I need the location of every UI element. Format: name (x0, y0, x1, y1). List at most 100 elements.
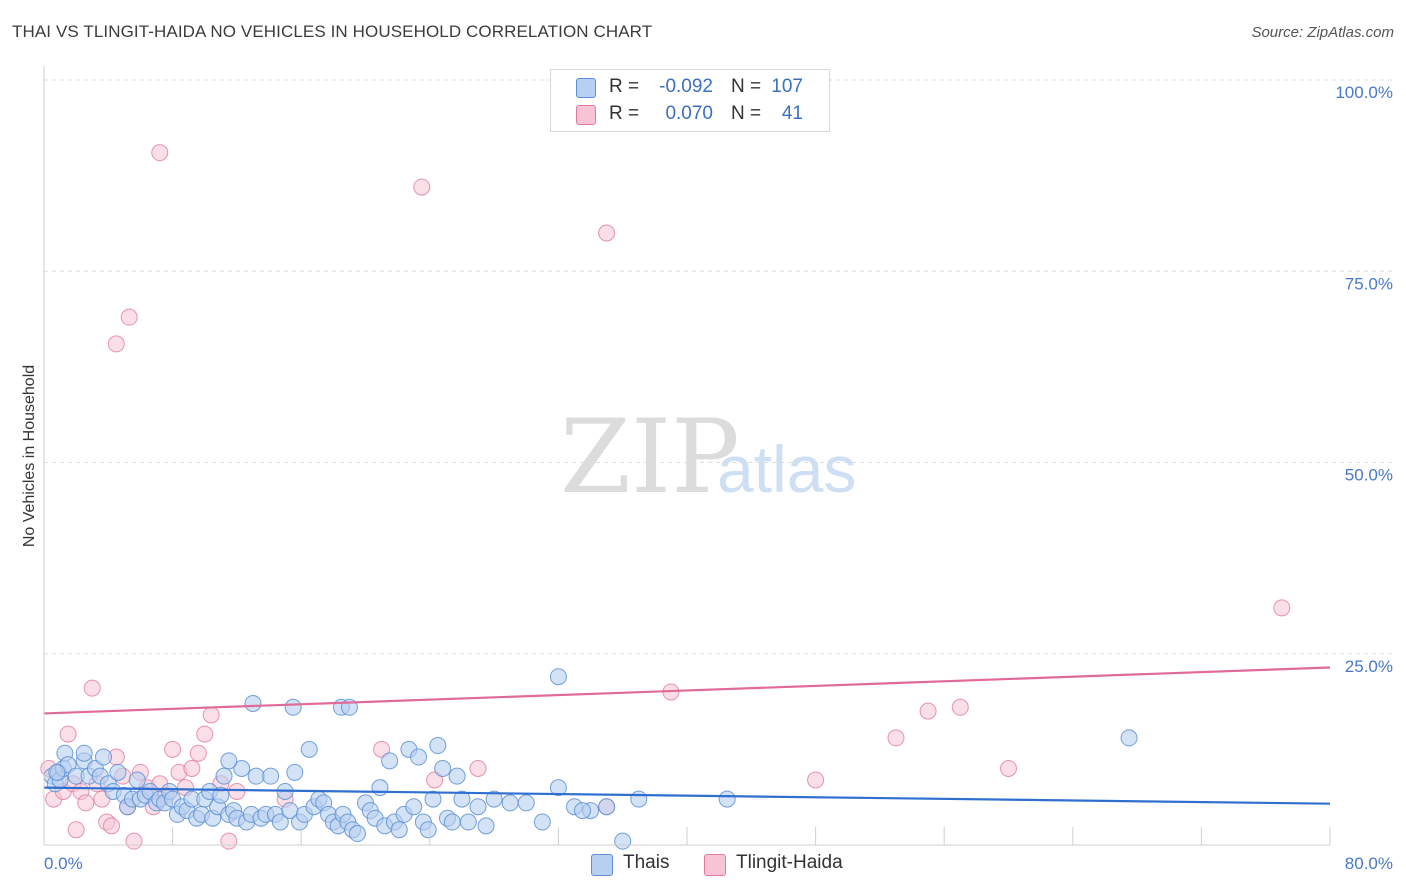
x-tick-min: 0.0% (44, 854, 83, 873)
thais-point (215, 767, 233, 785)
thais-points (43, 668, 1138, 850)
tlingit-haida-point (951, 698, 969, 716)
thais-trend-line (43, 786, 1331, 805)
thais-point (75, 744, 93, 762)
y-tick-label: 25.0% (1345, 657, 1393, 676)
legend-r-value: 0.070 (665, 103, 713, 124)
thais-point (247, 767, 265, 785)
bottom-legend-label: Thais (623, 852, 670, 873)
thais-point (300, 740, 318, 758)
legend-n-value: 107 (771, 76, 803, 97)
y-tick-label: 50.0% (1345, 466, 1393, 485)
thais-point (1120, 729, 1138, 747)
bottom-legend-swatch-blue (591, 854, 613, 876)
thais-point (574, 802, 592, 820)
tlingit-haida-point (413, 178, 431, 196)
thais-point (477, 817, 495, 835)
thais-point (549, 779, 567, 797)
legend-swatch-pink (576, 105, 596, 125)
tlingit-haida-point (228, 782, 246, 800)
tlingit-haida-point (598, 224, 616, 242)
thais-point (517, 794, 535, 812)
thais-point (501, 794, 519, 812)
thais-point (718, 790, 736, 808)
thais-point (549, 668, 567, 686)
legend-row-tlingit: R = 0.070 N = 41 (551, 102, 829, 126)
thais-point (448, 767, 466, 785)
thais-point (459, 813, 477, 831)
thais-point (469, 798, 487, 816)
thais-point (533, 813, 551, 831)
thais-point (405, 798, 423, 816)
thais-point (262, 767, 280, 785)
thais-point (429, 737, 447, 755)
tlingit-haida-point (202, 706, 220, 724)
thais-point (284, 698, 302, 716)
tlingit-haida-point (107, 335, 125, 353)
y-tick-label: 100.0% (1335, 83, 1393, 102)
thais-point (109, 763, 127, 781)
legend-row-thais: R = -0.092 N = 107 (551, 75, 829, 99)
thais-point (410, 748, 428, 766)
thais-point (434, 760, 452, 777)
y-axis-label: No Vehicles in Household (21, 365, 38, 547)
thais-point (220, 752, 238, 770)
chart-title: THAI VS TLINGIT-HAIDA NO VEHICLES IN HOU… (12, 22, 653, 41)
thais-point (443, 813, 461, 831)
tlingit-haida-point (183, 760, 201, 777)
legend-r-value: -0.092 (659, 76, 713, 97)
thais-point (94, 748, 112, 766)
tlingit-haida-point (151, 144, 169, 162)
bottom-legend-swatch-pink (704, 854, 726, 876)
tlingit-haida-point (919, 702, 937, 720)
tlingit-haida-point (125, 832, 143, 850)
tlingit-haida-point (67, 821, 85, 839)
thais-point (485, 790, 503, 808)
tlingit-haida-point (1000, 760, 1017, 777)
y-tick-label: 75.0% (1345, 274, 1393, 293)
tlingit-haida-point (220, 832, 238, 850)
tlingit-haida-point (120, 308, 138, 326)
watermark-zip: ZIP (560, 398, 740, 517)
bottom-legend-label: Tlingit-Haida (736, 852, 843, 873)
thais-point (286, 763, 304, 781)
thais-point (48, 763, 66, 781)
thais-point (390, 821, 408, 839)
thais-point (271, 813, 289, 831)
thais-point (128, 771, 146, 789)
thais-point (212, 786, 230, 804)
source-label: Source: ZipAtlas.com (1251, 24, 1394, 41)
thais-point (614, 832, 632, 850)
tlingit-haida-point (1273, 599, 1291, 617)
legend-n-value: 41 (781, 103, 803, 124)
legend-r-label: R = (609, 103, 640, 124)
tlingit-haida-point (103, 817, 121, 835)
stats-legend: R = -0.092 N = 107 R = 0.070 N = 41 (550, 69, 830, 132)
thais-point (630, 790, 648, 808)
thais-point (244, 694, 262, 712)
tlingit-haida-point (59, 725, 77, 743)
thais-point (598, 798, 616, 816)
thais-point (453, 790, 471, 808)
legend-swatch-blue (576, 78, 596, 98)
tlingit-haida-point (77, 794, 95, 812)
axes (43, 66, 1331, 846)
legend-r-label: R = (609, 76, 640, 97)
tlingit-haida-point (189, 744, 207, 762)
thais-point (348, 825, 366, 843)
tlingit-haida-point (164, 740, 182, 758)
grid (44, 79, 1392, 655)
thais-point (233, 760, 251, 777)
tlingit-haida-point (196, 725, 214, 743)
watermark-atlas: atlas (717, 432, 856, 506)
tlingit-haida-point (469, 760, 487, 777)
thais-point (381, 752, 399, 770)
thais-point (419, 821, 437, 839)
tlingit-haida-trend-line (43, 666, 1331, 715)
tlingit-haida-point (807, 771, 825, 789)
x-tick-max: 80.0% (1345, 854, 1393, 873)
legend-n-label: N = (731, 103, 762, 124)
tlingit-haida-point (887, 729, 905, 747)
thais-point (371, 779, 389, 797)
